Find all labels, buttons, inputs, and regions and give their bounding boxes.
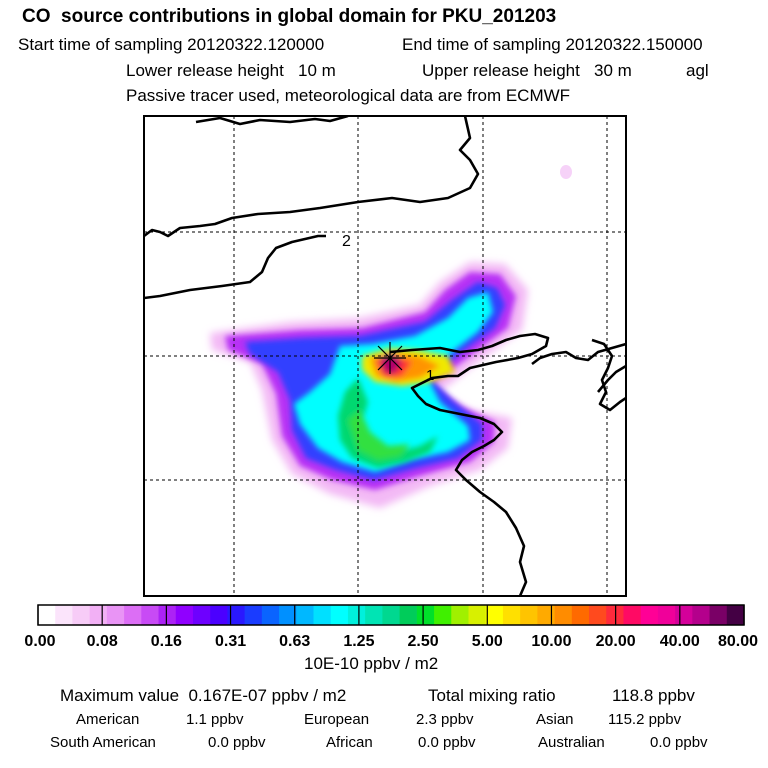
australian-value: 0.0 ppbv bbox=[650, 734, 708, 751]
colorbar-tick-label: 0.63 bbox=[279, 633, 310, 650]
grid-label-2: 2 bbox=[342, 233, 351, 250]
colorbar-cell bbox=[313, 605, 332, 625]
agl-label: agl bbox=[686, 61, 709, 80]
colorbar-tick-label: 80.00 bbox=[718, 633, 758, 650]
colorbar-cell bbox=[726, 605, 745, 625]
max-value-label: Maximum value 0.167E-07 ppbv / m2 bbox=[60, 686, 347, 705]
colorbar-cell bbox=[124, 605, 142, 625]
total-mixing-label: Total mixing ratio bbox=[428, 686, 556, 705]
south-american-value: 0.0 ppbv bbox=[208, 734, 266, 751]
colorbar-cell bbox=[537, 605, 556, 625]
colorbar-tick-label: 5.00 bbox=[472, 633, 503, 650]
colorbar-cell bbox=[141, 605, 160, 625]
asian-value: 115.2 ppbv bbox=[608, 711, 682, 728]
american-value: 1.1 ppbv bbox=[186, 711, 244, 728]
colorbar-cell bbox=[192, 605, 211, 625]
colorbar-cell bbox=[485, 605, 504, 625]
colorbar-cell bbox=[502, 605, 521, 625]
colorbar-cell bbox=[571, 605, 590, 625]
european-label: European bbox=[304, 711, 370, 728]
lower-release-label: Lower release height 10 m bbox=[126, 61, 336, 80]
colorbar-cell bbox=[589, 605, 607, 625]
colorbar-tick-label: 2.50 bbox=[408, 633, 439, 650]
colorbar-cell bbox=[657, 605, 676, 625]
colorbar-tick-label: 20.00 bbox=[596, 633, 636, 650]
map-panel: 2 1 bbox=[143, 115, 627, 597]
end-time-label: End time of sampling 20120322.150000 bbox=[402, 35, 703, 54]
star-marker-icon bbox=[374, 342, 406, 374]
colorbar-cell bbox=[399, 605, 418, 625]
coastlines bbox=[144, 116, 626, 596]
colorbar-cell bbox=[72, 605, 91, 625]
map-frame bbox=[143, 115, 627, 597]
colorbar-cell bbox=[89, 605, 108, 625]
total-mixing-value: 118.8 ppbv bbox=[612, 686, 695, 705]
colorbar-tick-label: 1.25 bbox=[343, 633, 374, 650]
african-label: African bbox=[326, 734, 373, 751]
colorbar-cell bbox=[468, 605, 487, 625]
colorbar-cell bbox=[175, 605, 194, 625]
tracer-note: Passive tracer used, meteorological data… bbox=[126, 86, 571, 105]
colorbar-tick-label: 40.00 bbox=[660, 633, 700, 650]
american-label: American bbox=[76, 711, 140, 728]
colorbar-cell bbox=[261, 605, 280, 625]
colorbar-tick-label: 10.00 bbox=[531, 633, 571, 650]
colorbar-cell bbox=[675, 605, 693, 625]
colorbar-cell bbox=[279, 605, 297, 625]
colorbar: 0.00 0.08 0.16 0.31 0.63 1.25 2.50 5.00 10.00 20.… bbox=[24, 604, 758, 650]
colorbar-cell bbox=[244, 605, 263, 625]
colorbar-cell bbox=[416, 605, 435, 625]
australian-label: Australian bbox=[538, 734, 605, 751]
colorbar-cell bbox=[382, 605, 401, 625]
colorbar-units: 10E-10 ppbv / m2 bbox=[304, 654, 439, 673]
african-value: 0.0 ppbv bbox=[418, 734, 476, 751]
colorbar-cell bbox=[106, 605, 125, 625]
colorbar-cells bbox=[38, 605, 745, 625]
colorbar-tick-labels: 0.00 0.08 0.16 0.31 0.63 1.25 2.50 5.00 10.00 20.… bbox=[24, 605, 758, 650]
grid-label-1: 1 bbox=[426, 367, 434, 384]
colorbar-cell bbox=[210, 605, 229, 625]
asian-label: Asian bbox=[536, 711, 574, 728]
plume-wisp bbox=[560, 165, 572, 179]
colorbar-tick-label: 0.00 bbox=[24, 633, 55, 650]
colorbar-cell bbox=[554, 605, 573, 625]
colorbar-cell bbox=[520, 605, 538, 625]
colorbar-cell bbox=[434, 605, 452, 625]
colorbar-cell bbox=[296, 605, 315, 625]
colorbar-cell bbox=[38, 605, 56, 625]
plume-green bbox=[338, 378, 438, 468]
colorbar-tick-label: 0.31 bbox=[215, 633, 246, 650]
colorbar-tick-label: 0.16 bbox=[151, 633, 182, 650]
plot-title: CO source contributions in global domain… bbox=[22, 6, 557, 27]
upper-release-label: Upper release height 30 m bbox=[422, 61, 632, 80]
start-time-label: Start time of sampling 20120322.120000 bbox=[18, 35, 325, 54]
colorbar-cell bbox=[55, 605, 74, 625]
colorbar-cell bbox=[227, 605, 246, 625]
colorbar-cell bbox=[623, 605, 642, 625]
colorbar-cell bbox=[158, 605, 177, 625]
colorbar-cell bbox=[451, 605, 470, 625]
colorbar-cell bbox=[692, 605, 711, 625]
colorbar-cell bbox=[709, 605, 728, 625]
colorbar-tick-label: 0.08 bbox=[87, 633, 118, 650]
european-value: 2.3 ppbv bbox=[416, 711, 474, 728]
colorbar-cell bbox=[640, 605, 659, 625]
colorbar-cell bbox=[365, 605, 383, 625]
colorbar-cell bbox=[330, 605, 349, 625]
grid-lines bbox=[144, 116, 626, 596]
colorbar-cell bbox=[347, 605, 366, 625]
south-american-label: South American bbox=[50, 734, 156, 751]
